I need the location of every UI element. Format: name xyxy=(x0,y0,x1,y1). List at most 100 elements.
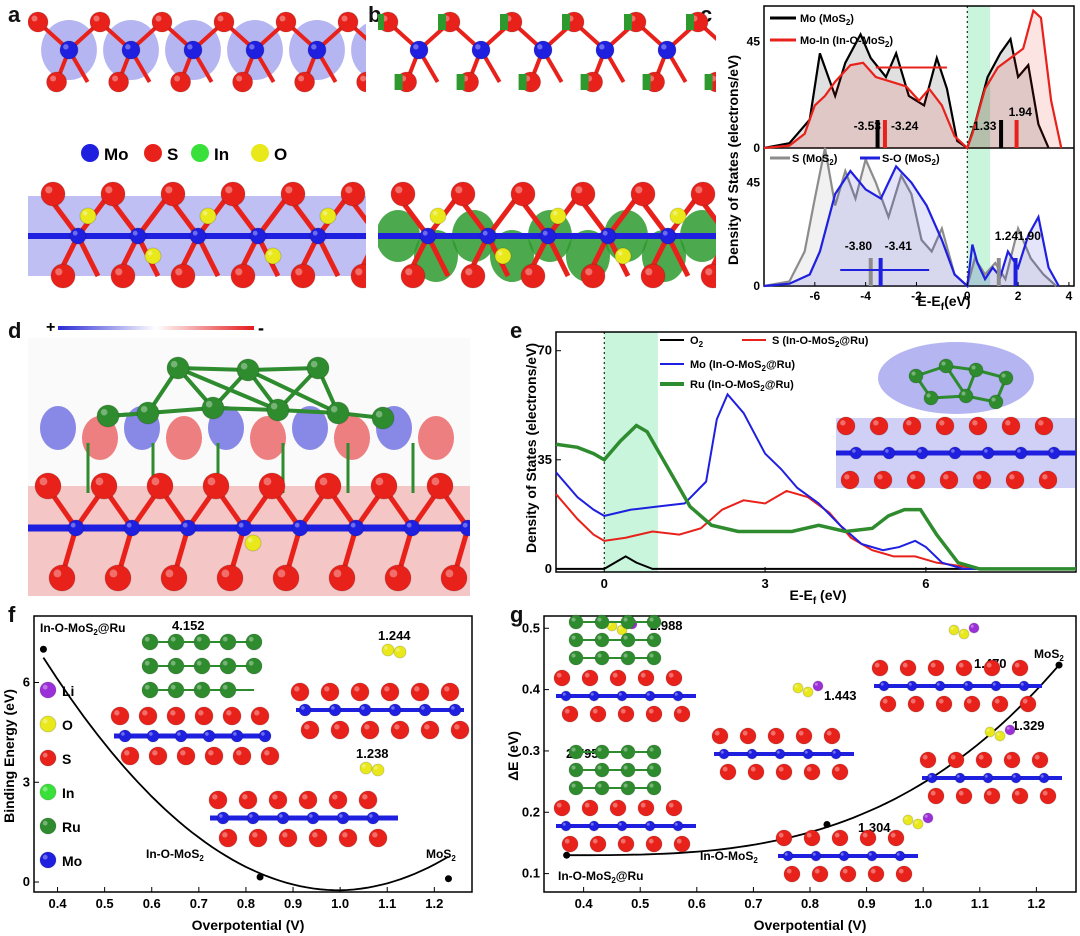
mo-atom xyxy=(479,227,497,245)
mo-legend-dot xyxy=(81,144,99,162)
s-atom-highlight xyxy=(1006,754,1012,760)
x-tick-label: -6 xyxy=(809,289,820,303)
s-atom-highlight xyxy=(444,686,450,692)
o-atom-highlight xyxy=(608,622,612,626)
s-atom xyxy=(617,835,635,853)
annotation-text: 4.152 xyxy=(172,618,205,633)
annotation-text: 1.244 xyxy=(378,628,411,643)
s-atom-highlight xyxy=(115,268,123,276)
s-atom-highlight xyxy=(263,477,272,486)
band-center-marker xyxy=(1014,120,1019,148)
f-structure-in-o-mos2 xyxy=(208,790,398,848)
ru-atom xyxy=(646,744,662,760)
s-atom-highlight xyxy=(55,268,63,276)
s-atom-highlight xyxy=(384,686,390,692)
s-atom xyxy=(719,763,737,781)
s-atom-highlight xyxy=(142,710,148,716)
mo-atom xyxy=(962,680,974,692)
o-atom-highlight xyxy=(374,766,378,770)
data-point xyxy=(39,645,47,653)
y-tick-label: 0.1 xyxy=(522,866,540,881)
ru-atom xyxy=(306,356,330,380)
o-atom-highlight xyxy=(904,816,908,820)
ru-atom-highlight xyxy=(597,617,602,622)
s-atom-highlight xyxy=(279,15,286,22)
legend-label-li: Li xyxy=(62,683,74,699)
s-atom xyxy=(290,682,310,702)
o-atom xyxy=(958,628,970,640)
legend-label-in: In xyxy=(62,785,74,801)
mo-atom xyxy=(249,227,267,245)
s-atom xyxy=(871,659,889,677)
mo-atom xyxy=(954,772,966,784)
mo-atom-highlight xyxy=(406,522,412,528)
y-tick-label: 0 xyxy=(545,561,552,576)
mo-atom xyxy=(67,519,85,537)
s-atom xyxy=(983,787,1001,805)
mo-atom-highlight xyxy=(312,230,318,236)
o-atom-highlight xyxy=(794,684,798,688)
s-atom-highlight xyxy=(870,868,876,874)
s-atom-highlight xyxy=(222,832,228,838)
mo-atom-highlight xyxy=(339,814,343,818)
s-atom-highlight xyxy=(252,832,258,838)
ru-atom xyxy=(201,396,225,420)
s-atom xyxy=(151,11,173,33)
s-atom-highlight xyxy=(874,662,880,668)
x-tick-label: 0.6 xyxy=(143,896,161,911)
s-atom-highlight xyxy=(714,730,720,736)
s-atom-highlight xyxy=(1042,474,1048,480)
s-atom-highlight xyxy=(958,662,964,668)
mo-atom-highlight xyxy=(482,230,488,236)
mo-atom xyxy=(981,446,995,460)
s-atom-highlight xyxy=(155,15,162,22)
s-atom-highlight xyxy=(45,186,53,194)
s-atom-highlight xyxy=(612,802,618,808)
bond xyxy=(177,366,249,372)
ru-atom xyxy=(166,356,190,380)
s-atom xyxy=(589,835,607,853)
s-atom-highlight xyxy=(842,868,848,874)
mo-atom-highlight xyxy=(1017,449,1021,453)
x-tick-label: 1.0 xyxy=(914,896,932,911)
s-atom xyxy=(328,564,356,592)
panel-f-binding-chart: Binding Energy (eV) 0.4 0.5 0.6 0.7 0.8 0.9 1.… xyxy=(1,615,473,933)
x-tick-label: 0 xyxy=(601,576,608,591)
s-atom-highlight xyxy=(170,710,176,716)
mo-atom-highlight xyxy=(391,706,395,710)
o-atom xyxy=(381,643,395,657)
s-atom xyxy=(873,470,893,490)
mo-atom xyxy=(644,820,656,832)
depletion-lobe xyxy=(704,74,713,90)
mo-atom xyxy=(802,748,814,760)
mo-atom-highlight xyxy=(618,822,622,826)
s-atom xyxy=(839,865,857,883)
s-atom-highlight xyxy=(304,724,310,730)
mo-atom xyxy=(121,40,141,60)
ru-atom-highlight xyxy=(941,361,946,366)
s-atom-highlight xyxy=(584,672,590,678)
s-atom xyxy=(440,682,460,702)
atom-legend: Mo S In O xyxy=(81,144,287,164)
mo-atom xyxy=(657,40,677,60)
mo-atom-highlight xyxy=(984,774,988,778)
charge-lobe xyxy=(334,416,370,460)
s-atom-highlight xyxy=(648,708,654,714)
mo-atom xyxy=(560,820,572,832)
dos-line-mo-mos2- xyxy=(763,31,1050,150)
mo-atom xyxy=(982,772,994,784)
mo-atom xyxy=(838,850,850,862)
ru-atom-highlight xyxy=(196,660,202,666)
s-atom-highlight xyxy=(890,832,896,838)
mo-atom xyxy=(882,446,896,460)
s-atom xyxy=(609,799,627,817)
panel-label-g: g xyxy=(510,602,524,627)
s-atom-highlight xyxy=(333,569,342,578)
o-atom-highlight xyxy=(432,210,438,216)
s-atom-highlight xyxy=(165,186,173,194)
s-atom-highlight xyxy=(939,420,945,426)
x-tick-label: 0 xyxy=(964,289,971,303)
s-atom-highlight xyxy=(445,569,454,578)
ru-atom-highlight xyxy=(100,408,108,416)
ru-atom-highlight xyxy=(597,765,602,770)
